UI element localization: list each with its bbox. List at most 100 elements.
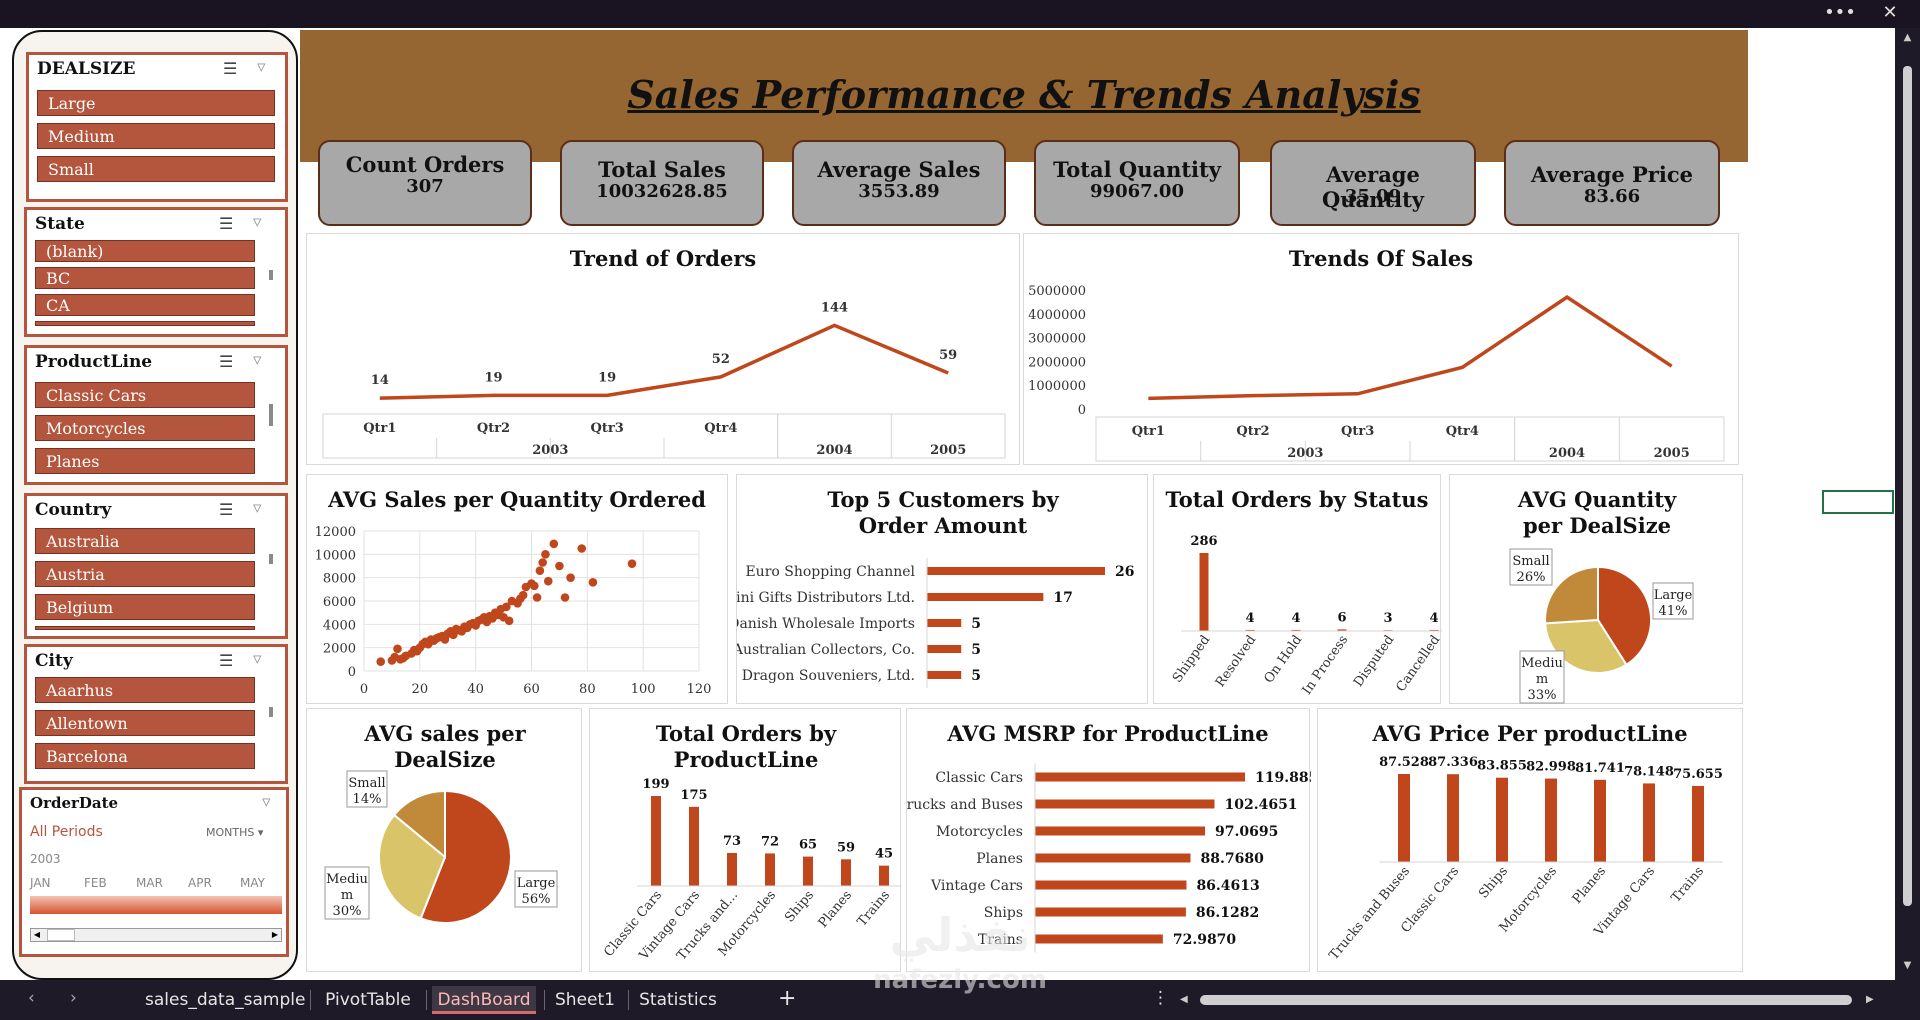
slicer-item[interactable]: BC [35,267,255,289]
bar [1447,774,1459,862]
slicer-item[interactable]: Barcelona [35,743,255,769]
multi-select-icon[interactable]: ☰ [219,651,234,670]
kpi-value: 10032628.85 [596,181,728,202]
bar [765,853,775,886]
chart-avg-sales-dealsize: AVG sales per DealSize Large 56% Mediu m 30% S… [306,708,582,972]
scroll-thumb[interactable] [47,929,75,941]
tab-pivottable[interactable]: PivotTable [325,990,411,1010]
more-options-icon[interactable]: ••• [1824,2,1856,23]
data-label: 4 [1245,611,1254,626]
tab-more-icon[interactable]: ⋮ [1152,988,1169,1008]
tab-dashboard[interactable]: DashBoard [432,986,536,1014]
multi-select-icon[interactable]: ☰ [219,352,234,371]
slicer-item[interactable]: Classic Cars [35,382,255,408]
pie-label: 30% [333,904,362,919]
pie-label-box [514,870,558,908]
chart-avg-qty-dealsize: AVG Quantity per DealSize Large 41% Mediu m 3… [1449,474,1743,704]
series-line [1148,295,1673,401]
scroll-right-icon[interactable]: ▶ [271,930,279,939]
category-label: Euro Shopping Channel [745,564,915,580]
multi-select-icon[interactable]: ☰ [223,59,238,78]
slicer-item-medium[interactable]: Medium [37,123,275,149]
timeline-bar[interactable] [30,896,282,914]
clear-filter-icon[interactable]: ▿ [253,498,262,518]
y-tick-label: 3000000 [1028,332,1086,347]
slicer-scrollbar[interactable] [269,404,273,426]
bar [1035,853,1191,863]
chart-avg-msrp: AVG MSRP for ProductLine Classic Cars 119.… [906,708,1311,972]
kpi-value: 35.09 [1344,186,1402,207]
scroll-left-icon[interactable]: ◀ [1180,994,1188,1005]
slicer-scrollbar[interactable] [269,270,273,280]
slicer-city: City ☰ ▿ Aaarhus Allentown Barcelona [24,644,288,784]
slicer-item[interactable]: Motorcycles [35,415,255,441]
slicer-scrollbar[interactable] [269,707,273,717]
clear-filter-icon[interactable]: ▿ [253,212,262,232]
slicer-title: State [35,214,85,234]
slicer-item[interactable]: (blank) [35,240,255,262]
multi-select-icon[interactable]: ☰ [219,500,234,519]
timeline-orderdate: OrderDate ▿ All Periods MONTHS ▾ 2003 JA… [19,787,289,957]
scatter-point [529,581,539,591]
tab-sales-data-sample[interactable]: sales_data_sample [145,990,306,1010]
clear-filter-icon[interactable]: ▿ [253,350,262,370]
x-group-label: 2003 [532,443,568,458]
bar [1545,778,1557,862]
pie-slice-medium [1544,618,1628,674]
y-tick-label: 12000 [315,525,356,540]
data-label: 175 [680,788,707,803]
category-label: Danish Wholesale Imports [737,616,915,632]
clear-filter-icon[interactable]: ▿ [257,57,266,77]
slicer-item-large[interactable]: Large [37,90,275,116]
kpi-label: Total Sales [598,157,726,182]
scroll-down-icon[interactable]: ▼ [1903,960,1912,971]
y-tick-label: 0 [1078,403,1086,418]
next-sheet-icon[interactable]: › [70,988,77,1008]
x-tick-label: 40 [467,682,484,697]
slicer-item-partial[interactable] [35,626,255,630]
bar [1398,774,1410,862]
scatter-point [555,561,564,571]
slicer-scrollbar[interactable] [269,554,273,564]
slicer-item-small[interactable]: Small [37,156,275,182]
scroll-left-icon[interactable]: ◀ [33,930,41,939]
scroll-thumb[interactable] [1903,66,1912,906]
category-label: Dragon Souveniers, Ltd. [742,668,915,684]
slicer-item[interactable]: Australia [35,528,255,554]
chart-trend-sales: Trends Of Sales Qtr1 Qtr2 Qtr3 Qtr4 2003 2004 2… [1023,233,1739,465]
tab-statistics[interactable]: Statistics [639,990,717,1010]
chart-avg-sales-qty: AVG Sales per Quantity Ordered 12000 10000… [306,474,728,704]
data-label: 5 [971,642,981,658]
multi-select-icon[interactable]: ☰ [219,214,234,233]
timeline-scrollbar[interactable]: ◀ ▶ [30,928,282,942]
horizontal-scrollbar[interactable]: ◀ ▶ [1180,992,1880,1008]
bar [927,567,1105,575]
scroll-thumb[interactable] [1200,995,1852,1005]
clear-filter-icon[interactable]: ▿ [262,792,271,812]
slicer-item[interactable]: Planes [35,448,255,474]
scroll-right-icon[interactable]: ▶ [1866,994,1874,1005]
tab-sheet1[interactable]: Sheet1 [555,990,615,1010]
slicer-item-partial[interactable] [35,321,255,326]
scroll-up-icon[interactable]: ▲ [1903,32,1912,43]
bar [727,852,737,886]
prev-sheet-icon[interactable]: ‹ [28,988,35,1008]
bar [689,806,699,886]
clear-filter-icon[interactable]: ▿ [253,649,262,669]
slicer-item[interactable]: Belgium [35,594,255,620]
slicer-item[interactable]: Allentown [35,710,255,736]
pie-label: Mediu [326,872,368,887]
scatter-point [549,539,559,549]
close-icon[interactable]: ✕ [1882,2,1898,23]
slicer-item[interactable]: Aaarhus [35,677,255,703]
vertical-scrollbar[interactable]: ▲ ▼ [1895,28,1920,980]
scatter-point [560,593,570,602]
x-tick-label: Qtr2 [477,421,510,436]
selected-cell[interactable] [1822,490,1894,514]
scatter-point [504,616,514,626]
add-sheet-icon[interactable]: + [778,986,797,1011]
slicer-item[interactable]: CA [35,294,255,316]
slicer-item[interactable]: Austria [35,561,255,587]
time-level-dropdown[interactable]: MONTHS ▾ [206,826,263,839]
